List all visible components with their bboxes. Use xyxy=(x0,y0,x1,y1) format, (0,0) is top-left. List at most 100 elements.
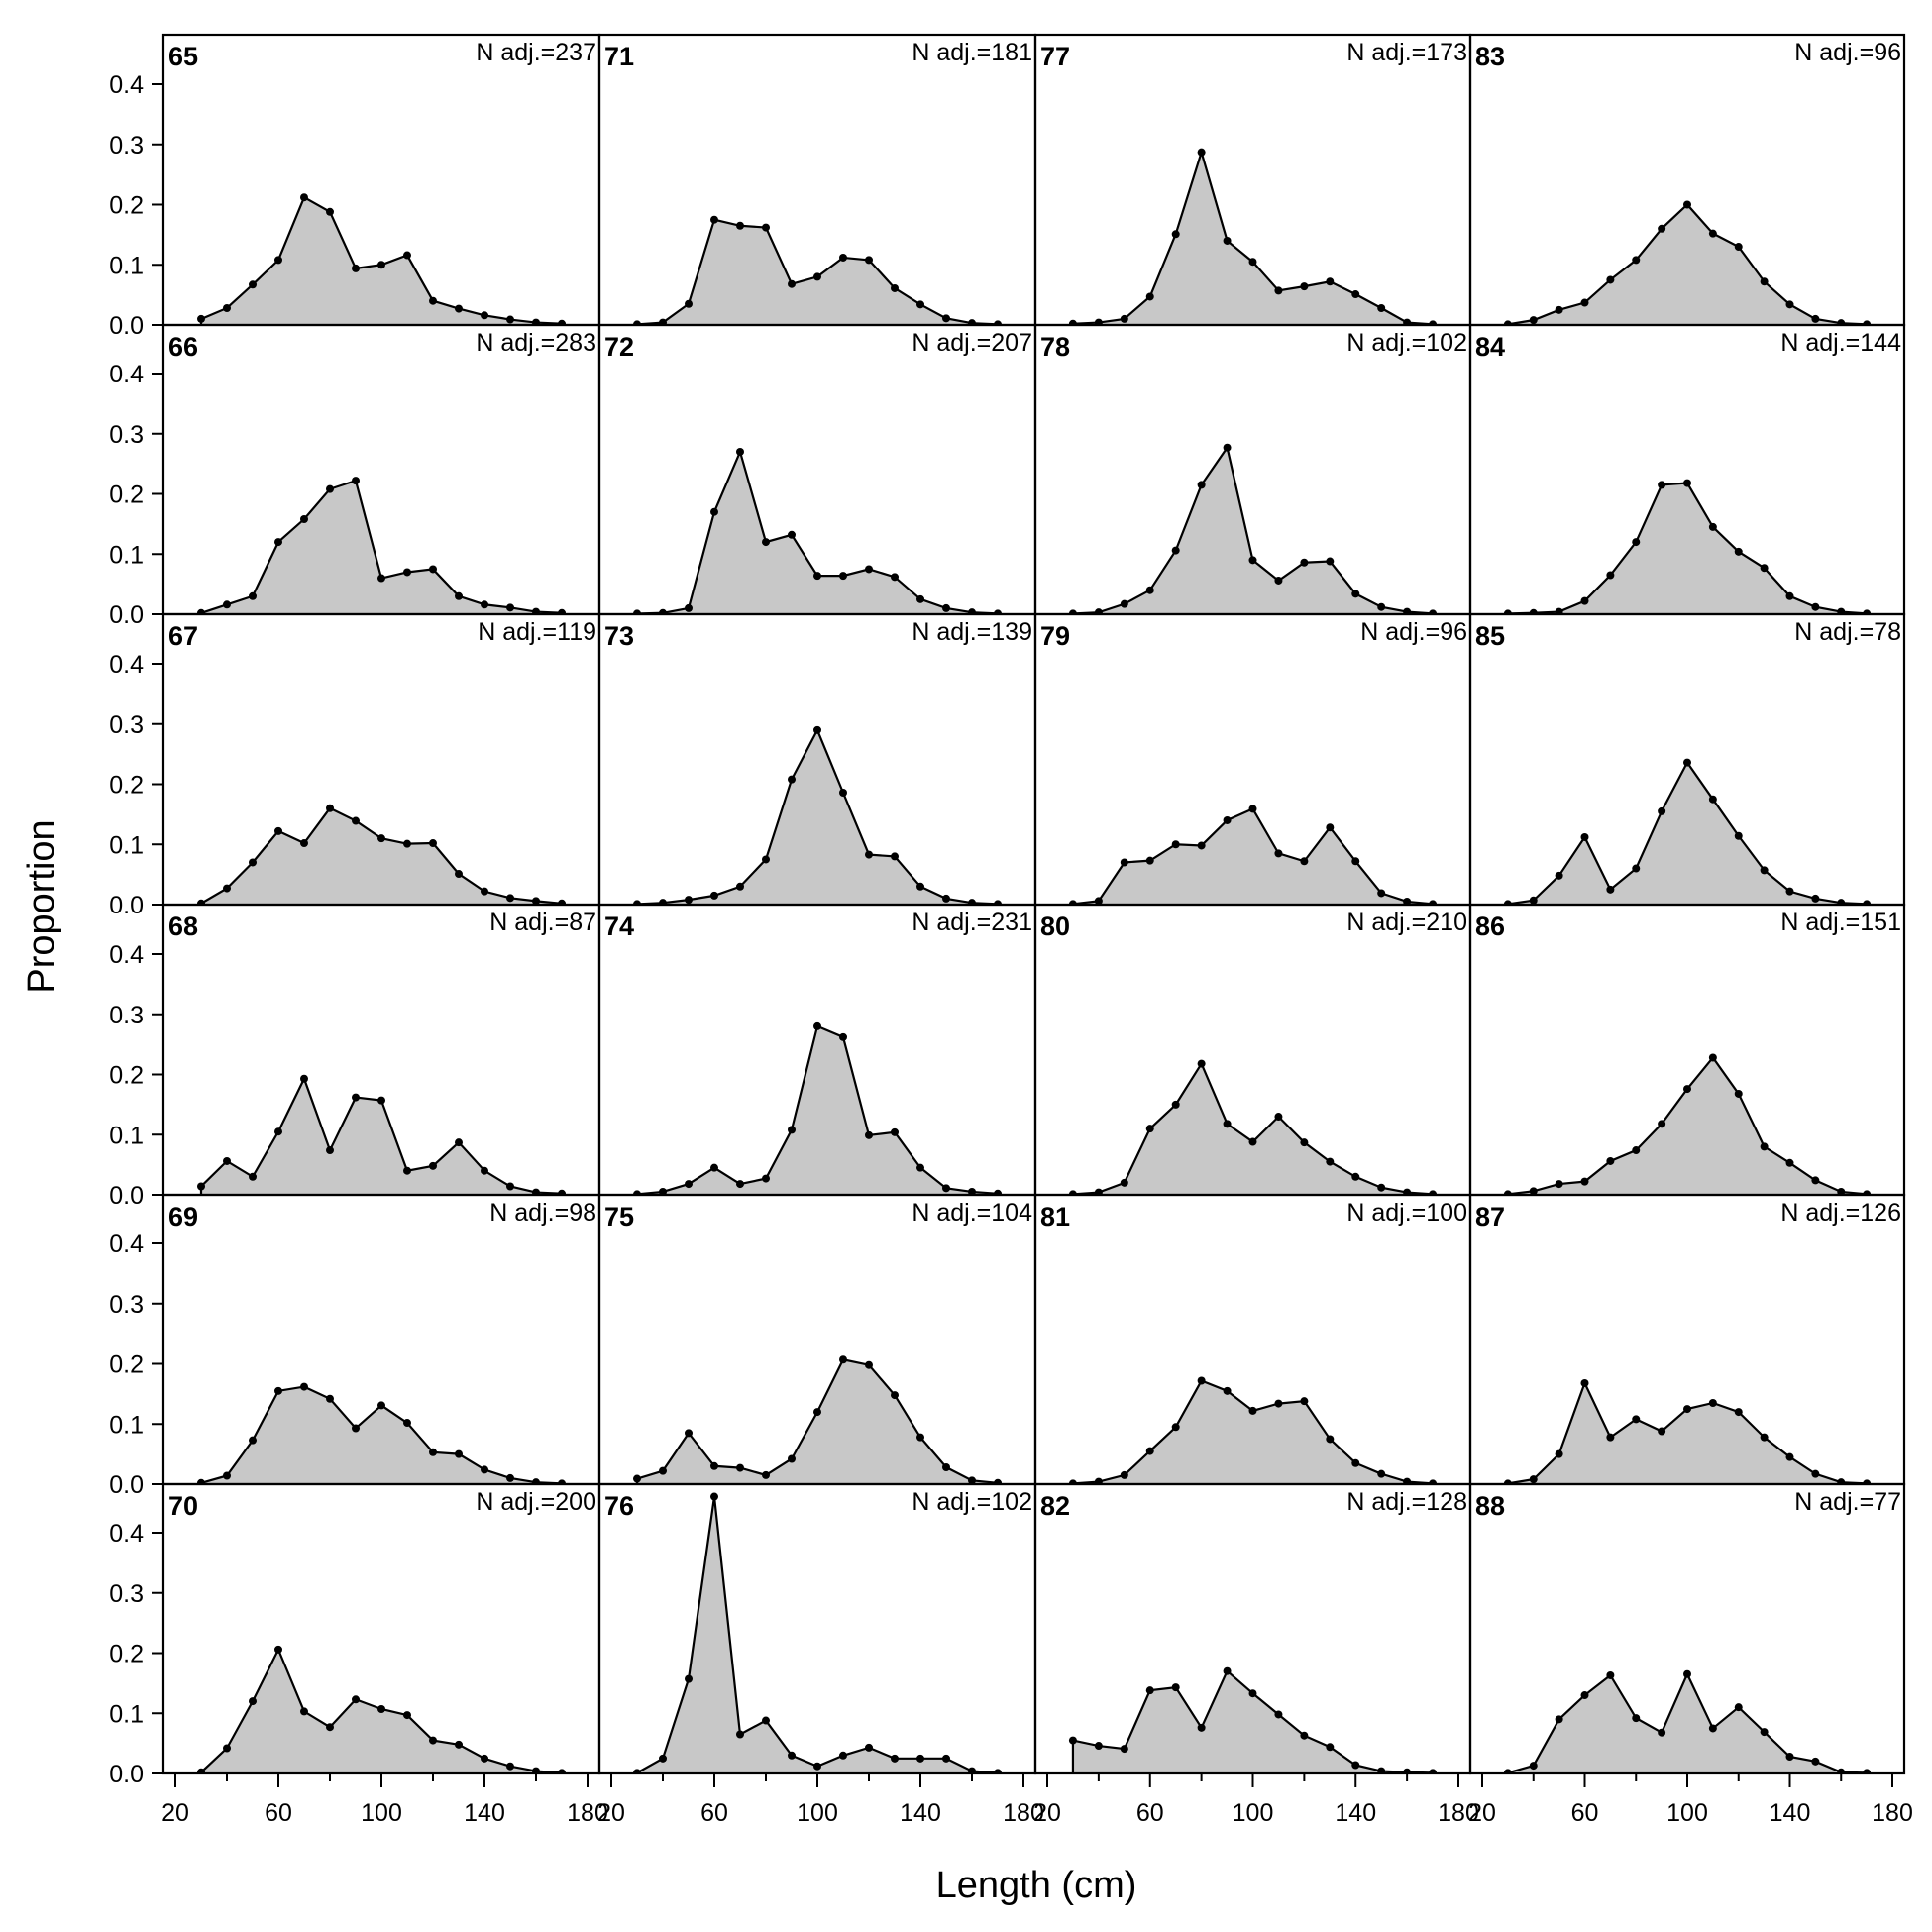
data-point xyxy=(1120,858,1128,867)
series-line xyxy=(635,1024,999,1195)
data-point xyxy=(1580,1378,1589,1387)
panel-plot-area xyxy=(1068,1059,1438,1195)
data-point xyxy=(481,887,488,896)
series-line xyxy=(1506,1380,1868,1484)
panel-year-label: 66 xyxy=(168,332,198,362)
data-point xyxy=(1171,1683,1180,1692)
data-point xyxy=(736,221,744,230)
panel-75: 75 N adj.=104 xyxy=(597,1193,1037,1486)
data-point xyxy=(1734,243,1743,252)
series-area xyxy=(1507,1673,1868,1773)
data-point xyxy=(762,1470,770,1479)
y-tick-label: 0.3 xyxy=(109,132,144,160)
data-point xyxy=(813,1408,821,1417)
data-point xyxy=(1529,1762,1538,1771)
data-point xyxy=(1274,576,1283,585)
panel-82: 82 N adj.=128 xyxy=(1033,1482,1472,1775)
data-point xyxy=(223,1156,231,1165)
data-point xyxy=(1785,1752,1794,1761)
panel-plot-area xyxy=(1068,443,1438,614)
data-point xyxy=(1223,1666,1232,1675)
data-point xyxy=(403,1419,411,1428)
data-point xyxy=(1632,1415,1641,1424)
y-tick-label: 0.3 xyxy=(109,1291,144,1319)
data-point xyxy=(326,1723,334,1732)
panel-year-label: 85 xyxy=(1475,621,1505,651)
data-point xyxy=(326,1394,334,1403)
data-point xyxy=(1068,900,1077,905)
data-point xyxy=(1555,1180,1563,1189)
data-point xyxy=(1580,596,1589,605)
panel-n-label: N adj.=173 xyxy=(1346,39,1467,66)
panel-71: 71 N adj.=181 xyxy=(597,33,1037,327)
data-point xyxy=(1658,806,1666,815)
data-point xyxy=(1300,1138,1309,1147)
panel-plot-area xyxy=(1503,479,1872,614)
x-tick-label: 60 xyxy=(1571,1799,1599,1827)
data-point xyxy=(968,1767,976,1773)
data-point xyxy=(352,477,360,485)
panel-plot-area xyxy=(1503,1378,1872,1484)
x-tick-label: 20 xyxy=(1468,1799,1496,1827)
data-point xyxy=(1580,832,1589,841)
data-point xyxy=(968,1476,976,1484)
data-point xyxy=(710,891,718,900)
data-point xyxy=(429,1448,437,1456)
data-point xyxy=(558,899,566,905)
panel-year-label: 80 xyxy=(1040,912,1070,941)
data-point xyxy=(249,280,257,289)
data-point xyxy=(1683,1405,1691,1414)
y-tick-label: 0.2 xyxy=(109,1351,144,1379)
panel-n-label: N adj.=98 xyxy=(489,1199,596,1227)
data-point xyxy=(403,251,411,260)
data-point xyxy=(1145,292,1154,301)
data-point xyxy=(558,608,566,614)
data-point xyxy=(788,1126,796,1134)
data-point xyxy=(1863,320,1872,325)
data-point xyxy=(326,484,334,493)
data-point xyxy=(1094,1477,1103,1484)
panel-n-label: N adj.=283 xyxy=(476,329,596,357)
data-point xyxy=(1403,1768,1412,1773)
data-point xyxy=(916,1754,924,1763)
y-tick-label: 0.3 xyxy=(109,421,144,449)
data-point xyxy=(481,1465,488,1474)
panel-grid: 65 N adj.=237 66 N adj.=283 67 N adj.=119 68 N … xyxy=(161,33,1906,1775)
data-point xyxy=(1145,856,1154,865)
panel-year-label: 77 xyxy=(1040,42,1070,71)
data-point xyxy=(481,1166,488,1175)
data-point xyxy=(1632,864,1641,873)
data-point xyxy=(1351,1761,1360,1770)
data-point xyxy=(813,272,821,281)
data-point xyxy=(249,591,257,600)
y-tick-label: 0.3 xyxy=(109,1002,144,1029)
panel-plot-area xyxy=(633,1492,1002,1773)
data-point xyxy=(300,515,308,524)
data-point xyxy=(1377,1183,1386,1192)
data-point xyxy=(1658,1728,1666,1737)
data-point xyxy=(1300,282,1309,291)
data-point xyxy=(1837,899,1846,905)
panel-plot-area xyxy=(1068,148,1438,325)
data-point xyxy=(736,1730,744,1739)
panel-74: 74 N adj.=231 xyxy=(597,903,1037,1197)
panel-78: 78 N adj.=102 xyxy=(1033,323,1472,616)
y-tick-label: 0.1 xyxy=(109,831,144,859)
data-point xyxy=(1171,230,1180,239)
data-point xyxy=(839,1032,847,1041)
data-point xyxy=(916,882,924,891)
data-point xyxy=(1555,871,1563,880)
data-point xyxy=(1683,758,1691,767)
data-point xyxy=(1145,1447,1154,1455)
data-point xyxy=(1120,599,1128,608)
data-point xyxy=(1377,1469,1386,1478)
data-point xyxy=(1837,607,1846,614)
panel-n-label: N adj.=231 xyxy=(912,909,1032,936)
panel-88: 88 N adj.=77 xyxy=(1468,1482,1906,1775)
data-point xyxy=(685,1674,693,1683)
data-point xyxy=(1606,1670,1615,1679)
data-point xyxy=(942,1462,950,1471)
data-point xyxy=(1555,607,1563,614)
data-point xyxy=(916,1163,924,1172)
data-point xyxy=(429,565,437,574)
